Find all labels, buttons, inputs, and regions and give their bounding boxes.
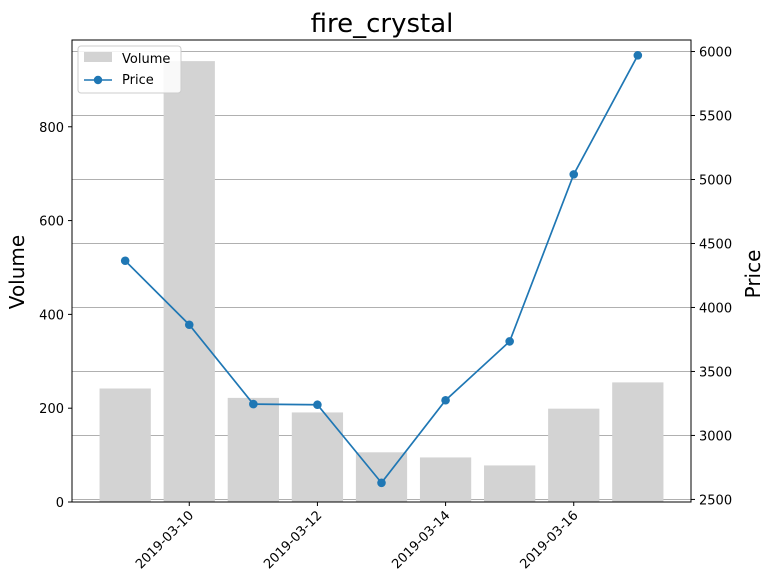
legend-volume-label: Volume [122, 52, 170, 67]
volume-bar [612, 382, 664, 502]
right-y-axis-label: Price [741, 250, 765, 299]
price-point [377, 478, 386, 488]
left-y-tick-label: 0 [56, 496, 64, 511]
legend: Volume Price [77, 45, 182, 94]
x-tick-label: 2019-03-14 [389, 508, 453, 572]
price-point [120, 256, 130, 266]
price-point [633, 51, 643, 60]
price-point [505, 337, 514, 346]
legend-volume-swatch [84, 52, 112, 62]
right-y-tick-label: 4500 [699, 237, 732, 252]
left-y-tick-label: 200 [39, 402, 64, 417]
volume-bar [548, 408, 600, 502]
volume-bar [484, 465, 536, 502]
legend-price-marker [93, 75, 103, 85]
right-y-tick-label: 6000 [699, 46, 732, 61]
right-y-tick-label: 2500 [699, 493, 732, 508]
volume-bar [419, 457, 472, 502]
price-point [441, 395, 450, 405]
left-y-tick-label: 600 [39, 215, 64, 230]
right-y-tick-label: 5000 [699, 173, 732, 188]
x-tick-label: 2019-03-12 [261, 508, 325, 572]
chart-title: fire_crystal [311, 9, 454, 39]
left-y-axis-ticks: 0 200 400 600 800 [39, 121, 72, 511]
right-y-tick-label: 5500 [699, 110, 732, 125]
right-y-tick-label: 3000 [699, 429, 732, 444]
left-y-tick-label: 400 [39, 308, 64, 323]
volume-bar [163, 61, 215, 502]
volume-bars [99, 61, 664, 502]
right-y-tick-label: 3500 [699, 365, 732, 380]
legend-price-label: Price [122, 73, 154, 88]
price-point [184, 320, 194, 330]
x-tick-label: 2019-03-16 [518, 508, 582, 572]
volume-bar [227, 397, 279, 502]
left-y-tick-label: 800 [39, 121, 64, 136]
price-point [249, 399, 258, 409]
x-axis-ticks: 2019-03-10 2019-03-12 2019-03-14 2019-03-16 [133, 502, 582, 572]
left-y-axis-label: Volume [5, 235, 29, 309]
x-tick-label: 2019-03-10 [133, 508, 197, 572]
volume-bar [291, 412, 344, 502]
right-y-tick-label: 4000 [699, 301, 732, 316]
price-point [313, 400, 322, 410]
volume-bar [99, 388, 151, 502]
price-line-series [120, 51, 643, 488]
plot-area-frame [71, 39, 692, 503]
right-y-axis-ticks: 2500 3000 3500 4000 4500 5000 5500 6000 [691, 46, 732, 508]
price-point [569, 170, 579, 179]
